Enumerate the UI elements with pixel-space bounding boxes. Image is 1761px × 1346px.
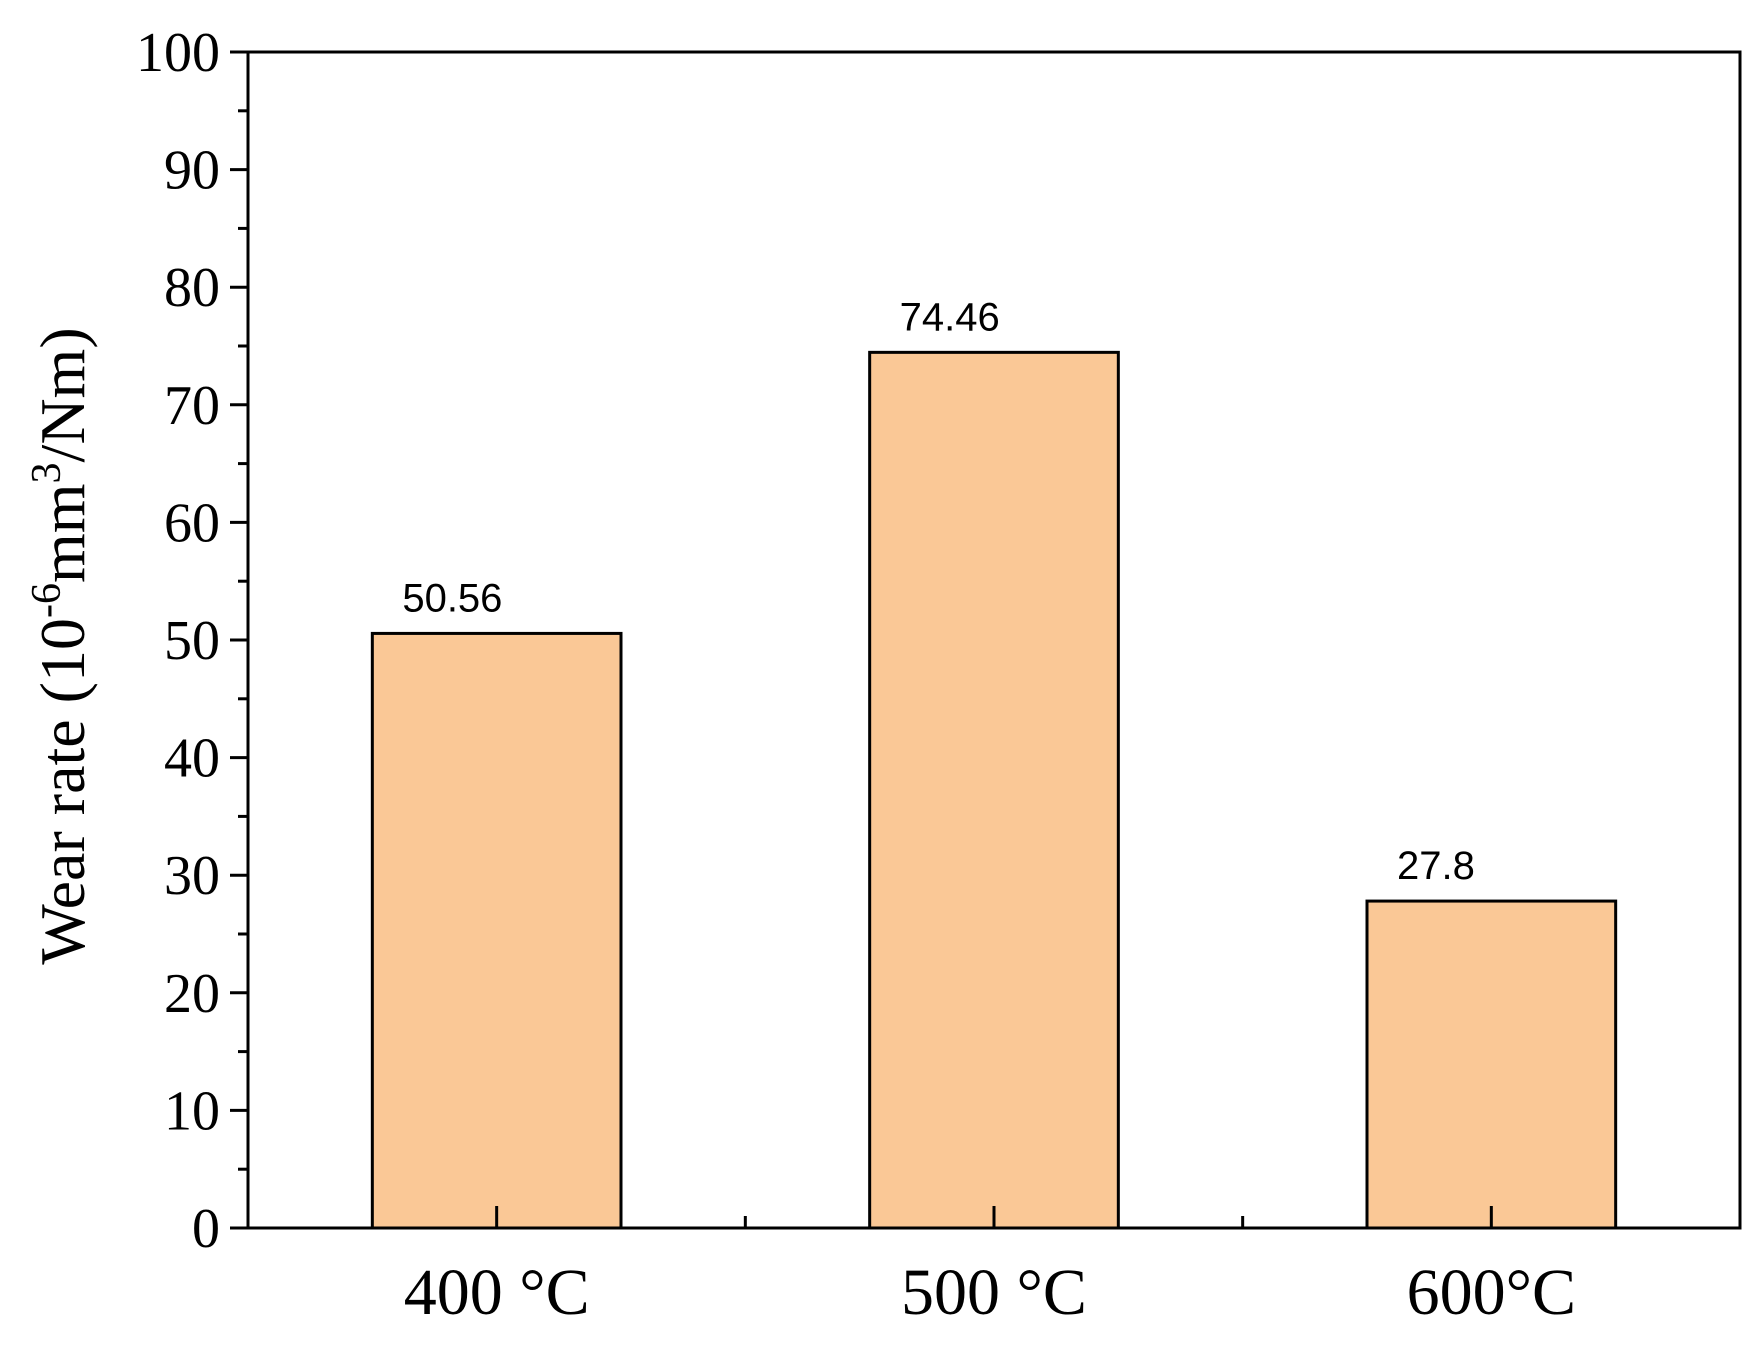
bar-3 [1365,899,1618,1230]
data-label-2: 74.46 [900,295,1000,339]
data-label-3: 27.8 [1397,844,1475,888]
labels-layer: 50.56 74.46 27.8 0 10 20 30 40 50 60 70 80 90 100 400 … [136,22,1576,1329]
bars-layer [370,350,1618,1230]
y-tick-label-1: 10 [164,1080,220,1142]
y-tick-label-7: 70 [164,375,220,437]
x-category-label-2: 500 °C [901,1256,1087,1329]
y-tick-label-6: 60 [164,492,220,554]
y-tick-label-0: 0 [192,1198,220,1260]
axis-layer [230,50,1742,1230]
y-tick-label-2: 20 [164,963,220,1025]
y-tick-label-10: 100 [136,22,220,84]
y-tick-label-5: 50 [164,610,220,672]
y-tick-label-3: 30 [164,845,220,907]
y-axis-title: Wear rate (10-6mm3/Nm) [24,327,98,964]
y-tick-label-9: 90 [164,140,220,202]
y-tick-label-4: 40 [164,728,220,790]
bar-2 [868,350,1120,1230]
bar-1 [370,631,623,1230]
data-label-1: 50.56 [402,576,502,620]
x-category-label-3: 600°C [1407,1256,1576,1329]
y-axis-label: Wear rate (10-6mm3/Nm) [24,327,98,964]
y-tick-label-8: 80 [164,257,220,319]
x-category-label-1: 400 °C [404,1256,590,1329]
